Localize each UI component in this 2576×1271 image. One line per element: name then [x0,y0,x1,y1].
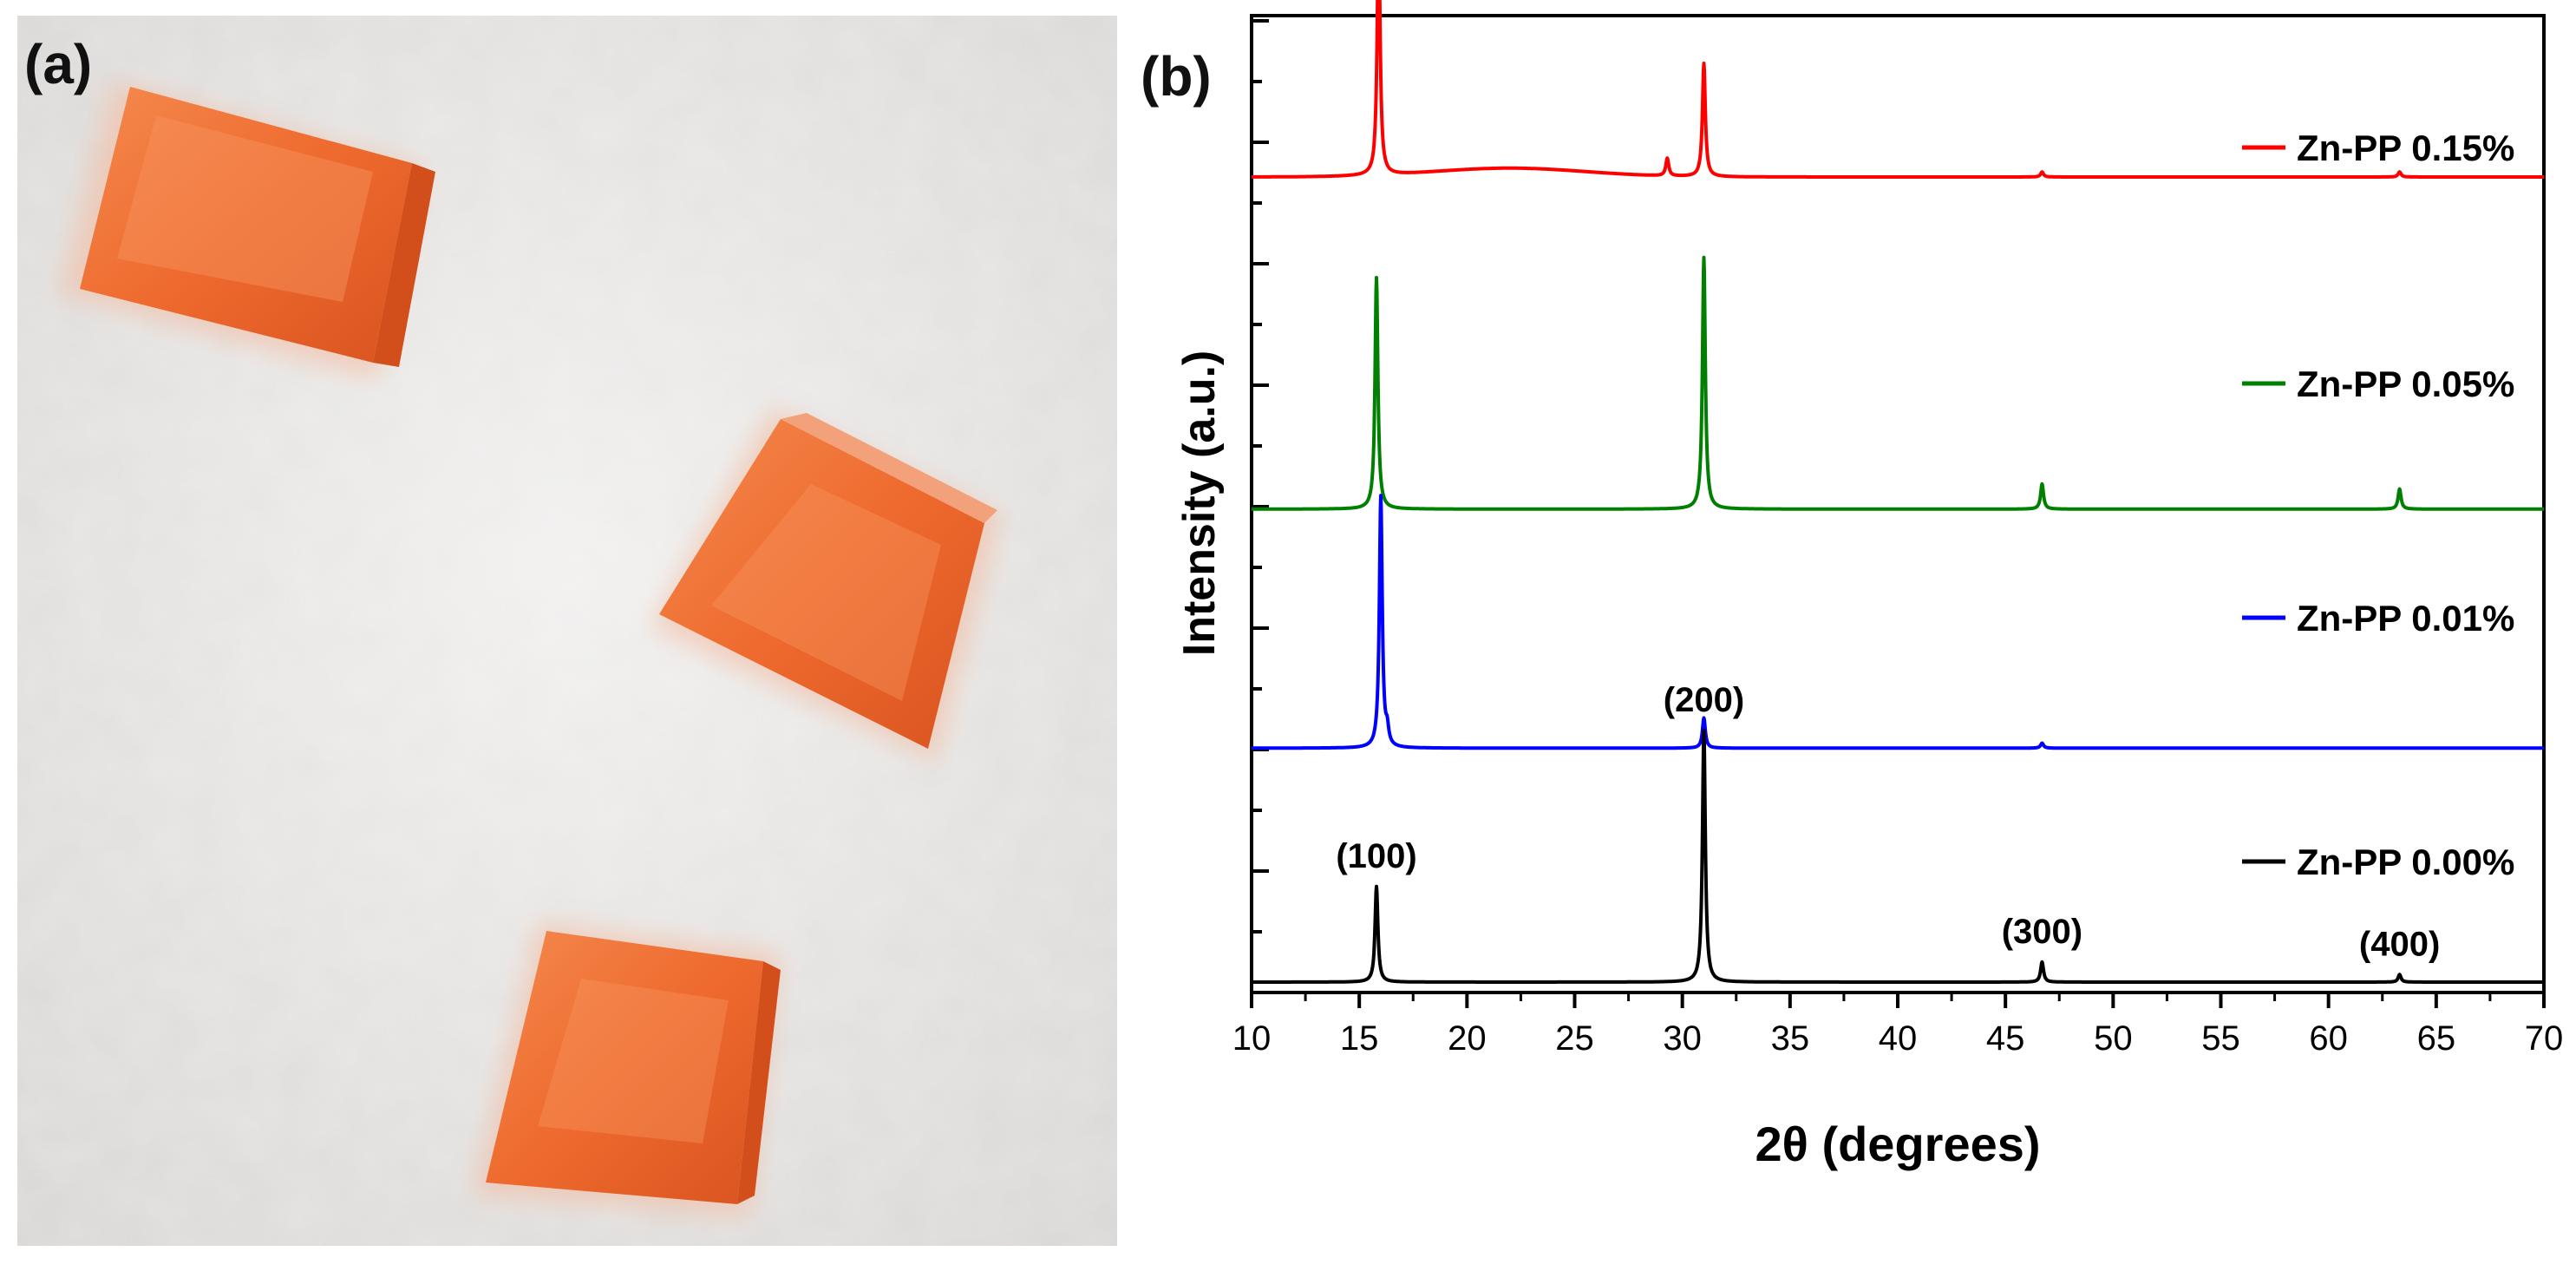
x-axis: 10 15 20 25 30 35 40 45 50 55 60 65 70 [1232,993,2564,1058]
legend-label: Zn-PP 0.01% [2297,598,2514,639]
peak-annotations: (100) (200) (300) (400) [1336,681,2440,963]
legend-item: Zn-PP 0.00% [2242,842,2514,882]
panel-a-label: (a) [24,33,92,95]
x-tick-label: 20 [1448,1019,1487,1058]
x-tick-label: 35 [1771,1019,1810,1058]
xrd-chart: (b) 10 15 20 25 30 35 40 45 50 55 60 65 70 Zn-PP 0.1… [1141,0,2564,1171]
legend-item: Zn-PP 0.01% [2242,598,2514,639]
legend: Zn-PP 0.15% Zn-PP 0.05% Zn-PP 0.01% Zn-PP 0… [2242,128,2514,882]
x-tick-label: 25 [1555,1019,1594,1058]
peak-annotation: (100) [1336,837,1416,875]
crystal-1 [59,81,435,380]
legend-label: Zn-PP 0.00% [2297,842,2514,882]
x-tick-label: 15 [1340,1019,1379,1058]
series-line-zn-pp-0-15- [1250,0,2546,179]
x-tick-label: 60 [2309,1019,2348,1058]
y-axis [1252,19,1269,934]
y-axis-label: Intensity (a.u.) [1174,351,1225,656]
peak-annotation: (400) [2359,925,2440,963]
legend-label: Zn-PP 0.05% [2297,364,2514,404]
crystal-photo: (a) [17,16,1117,1246]
x-tick-label: 40 [1879,1019,1918,1058]
chart-panel: (b) 10 15 20 25 30 35 40 45 50 55 60 65 70 Zn-PP 0.1… [1128,0,2576,1267]
x-tick-label: 50 [2094,1019,2133,1058]
panel-b-label: (b) [1141,45,1212,108]
series-line-zn-pp-0-01- [1250,494,2546,750]
x-tick-label: 70 [2525,1019,2564,1058]
crystal-3 [473,922,781,1217]
x-tick-label: 10 [1232,1019,1272,1058]
legend-item: Zn-PP 0.15% [2242,128,2514,168]
series-line-zn-pp-0-05- [1250,255,2546,511]
peak-annotation: (200) [1664,681,1744,719]
x-tick-label: 65 [2417,1019,2456,1058]
crystal-2 [651,408,1002,762]
x-tick-label: 30 [1663,1019,1702,1058]
photo-panel: (a) [17,16,1117,1246]
legend-label: Zn-PP 0.15% [2297,128,2514,168]
legend-item: Zn-PP 0.05% [2242,364,2514,404]
peak-annotation: (300) [2002,913,2082,951]
series-group [1250,0,2546,984]
series-line-zn-pp-0-00- [1250,729,2546,984]
x-tick-label: 55 [2201,1019,2240,1058]
x-axis-label: 2θ (degrees) [1755,1117,2040,1171]
x-tick-label: 45 [1986,1019,2025,1058]
